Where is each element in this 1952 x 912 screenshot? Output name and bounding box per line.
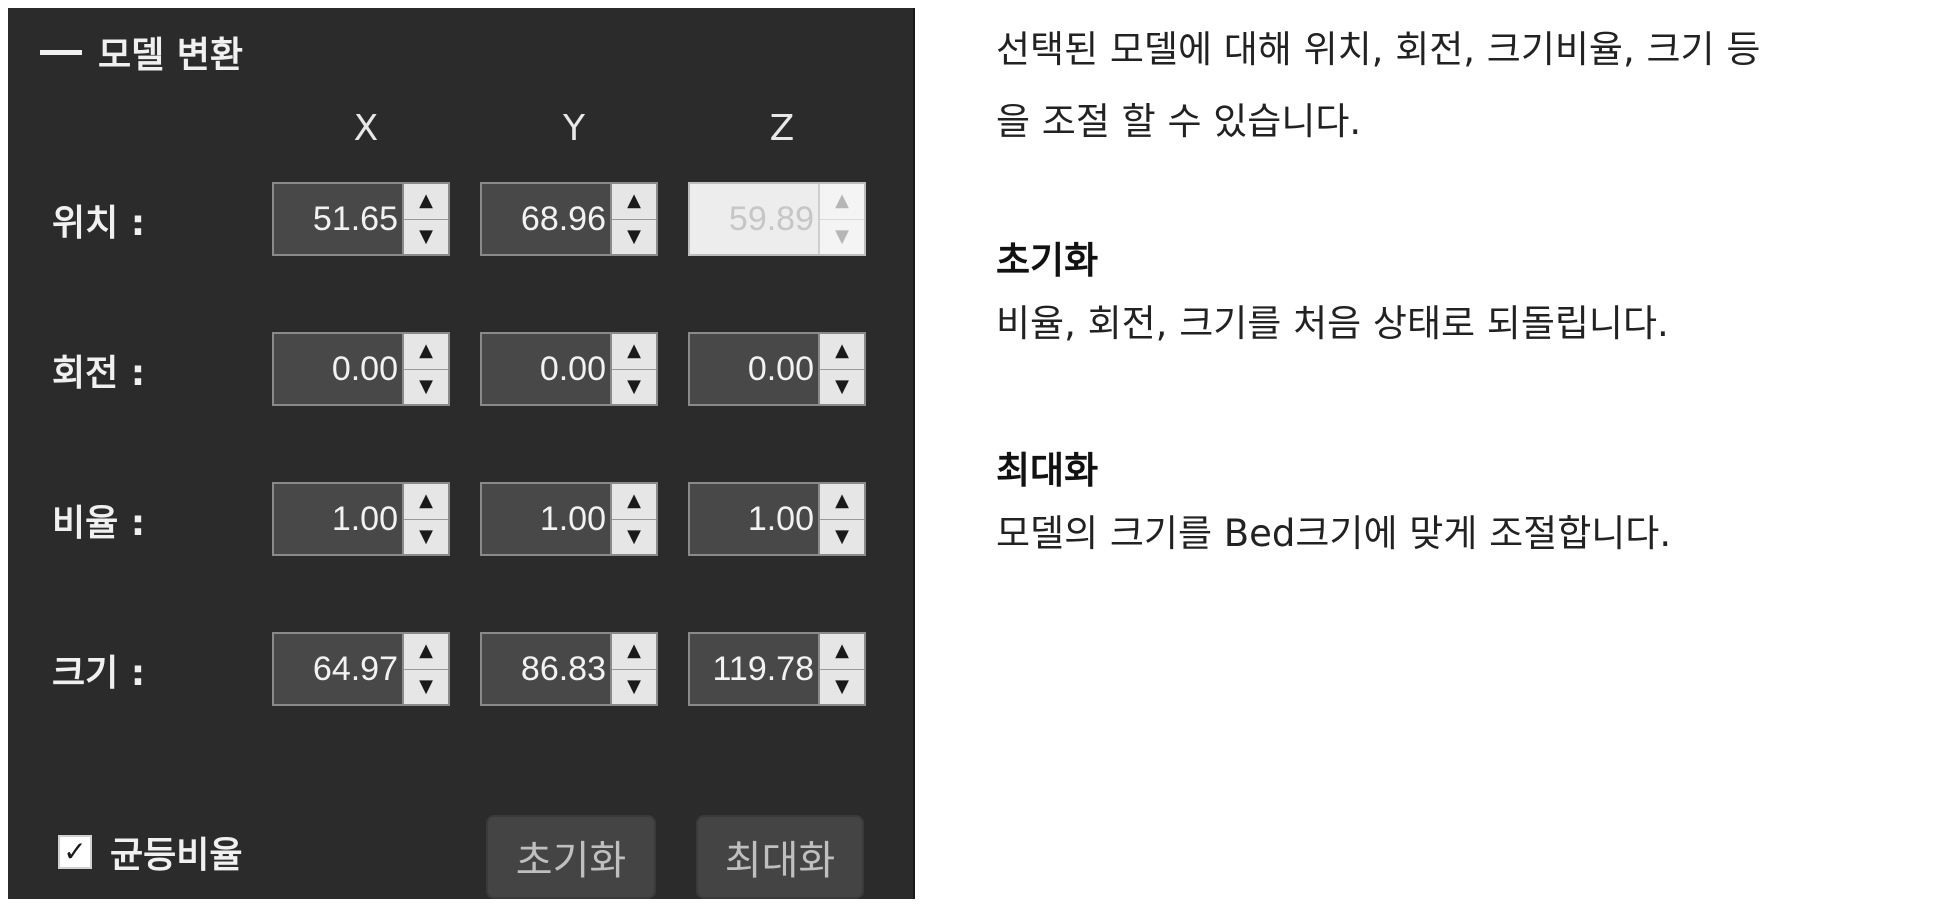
spin-down-arrow-icon[interactable]: ▼ (835, 525, 849, 547)
spin-down-arrow-icon[interactable]: ▼ (419, 225, 433, 247)
reset-description: 비율, 회전, 크기를 처음 상태로 되돌립니다. (996, 302, 1669, 345)
position-y-value[interactable]: 68.96 (520, 199, 606, 238)
spin-down-arrow-icon[interactable]: ▼ (627, 675, 641, 697)
ratio-x-spinbox[interactable]: 1.00 ▲ ▼ (272, 482, 450, 556)
maximize-button[interactable]: 최대화 (696, 815, 864, 899)
spin-down-arrow-icon[interactable]: ▼ (419, 675, 433, 697)
size-z-value[interactable]: 119.78 (712, 649, 814, 688)
spin-up-arrow-icon[interactable]: ▲ (820, 634, 864, 670)
ratio-z-value[interactable]: 1.00 (747, 499, 814, 538)
spin-up-arrow-icon[interactable]: ▲ (404, 334, 448, 370)
ratio-x-value[interactable]: 1.00 (331, 499, 398, 538)
spin-down-arrow-icon: ▼ (835, 225, 849, 247)
spin-down-arrow-icon[interactable]: ▼ (835, 375, 849, 397)
panel-header[interactable]: 모델 변환 (40, 22, 243, 82)
spin-down-arrow-icon[interactable]: ▼ (627, 375, 641, 397)
spin-down-arrow-icon[interactable]: ▼ (627, 225, 641, 247)
rotation-y-spinbox[interactable]: 0.00 ▲ ▼ (480, 332, 658, 406)
uniform-scale-label: 균등비율 (110, 835, 243, 876)
spin-up-arrow-icon[interactable]: ▲ (404, 634, 448, 670)
spin-up-arrow-icon[interactable]: ▲ (612, 334, 656, 370)
spin-up-arrow-icon[interactable]: ▲ (820, 334, 864, 370)
position-z-spinbox: 59.89 ▲ ▼ (688, 182, 866, 256)
checkmark-icon: ✓ (63, 835, 87, 868)
size-y-value[interactable]: 86.83 (520, 649, 606, 688)
position-z-value: 59.89 (728, 199, 814, 238)
spin-up-arrow-icon[interactable]: ▲ (612, 184, 656, 220)
size-x-value[interactable]: 64.97 (312, 649, 398, 688)
size-x-spinbox[interactable]: 64.97 ▲ ▼ (272, 632, 450, 706)
ratio-y-spinbox[interactable]: 1.00 ▲ ▼ (480, 482, 658, 556)
position-x-value[interactable]: 51.65 (312, 199, 398, 238)
uniform-scale-checkbox[interactable]: ✓ (58, 835, 92, 869)
size-label: 크기 : (52, 653, 146, 694)
spin-down-arrow-icon[interactable]: ▼ (419, 375, 433, 397)
position-x-spinbox[interactable]: 51.65 ▲ ▼ (272, 182, 450, 256)
spin-up-arrow-icon[interactable]: ▲ (820, 484, 864, 520)
spin-up-arrow-icon[interactable]: ▲ (612, 484, 656, 520)
collapse-dash-icon[interactable] (40, 49, 82, 55)
panel-title: 모델 변환 (98, 35, 244, 76)
position-label: 위치 : (52, 203, 146, 244)
axis-label-x: X (353, 108, 379, 149)
rotation-label: 회전 : (52, 353, 146, 394)
ratio-z-spinbox[interactable]: 1.00 ▲ ▼ (688, 482, 866, 556)
rotation-x-value[interactable]: 0.00 (331, 349, 398, 388)
spin-up-arrow-icon[interactable]: ▲ (404, 484, 448, 520)
rotation-z-spinbox[interactable]: 0.00 ▲ ▼ (688, 332, 866, 406)
maximize-description: 모델의 크기를 Bed크기에 맞게 조절합니다. (996, 512, 1672, 555)
ratio-label: 비율 : (52, 503, 146, 544)
uniform-scale-checkbox-row[interactable]: ✓ 균등비율 (58, 826, 242, 878)
spin-up-arrow-icon[interactable]: ▲ (612, 634, 656, 670)
axis-label-z: Z (769, 108, 795, 149)
intro-text-line1: 선택된 모델에 대해 위치, 회전, 크기비율, 크기 등 (996, 28, 1761, 71)
spin-up-arrow-icon: ▲ (820, 184, 864, 220)
position-y-spinbox[interactable]: 68.96 ▲ ▼ (480, 182, 658, 256)
spin-up-arrow-icon[interactable]: ▲ (404, 184, 448, 220)
ratio-y-value[interactable]: 1.00 (539, 499, 606, 538)
spin-down-arrow-icon[interactable]: ▼ (419, 525, 433, 547)
reset-button[interactable]: 초기화 (486, 815, 656, 899)
maximize-heading: 최대화 (996, 449, 1099, 492)
rotation-x-spinbox[interactable]: 0.00 ▲ ▼ (272, 332, 450, 406)
rotation-z-value[interactable]: 0.00 (747, 349, 814, 388)
size-y-spinbox[interactable]: 86.83 ▲ ▼ (480, 632, 658, 706)
model-transform-panel: 모델 변환 X Y Z 위치 : 51.65 ▲ ▼ 68.96 ▲ ▼ 59.89… (8, 8, 915, 899)
size-z-spinbox[interactable]: 119.78 ▲ ▼ (688, 632, 866, 706)
reset-heading: 초기화 (996, 239, 1099, 282)
spin-down-arrow-icon[interactable]: ▼ (835, 675, 849, 697)
rotation-y-value[interactable]: 0.00 (539, 349, 606, 388)
intro-text-line2: 을 조절 할 수 있습니다. (996, 100, 1362, 143)
spin-down-arrow-icon[interactable]: ▼ (627, 525, 641, 547)
axis-label-y: Y (563, 108, 585, 149)
